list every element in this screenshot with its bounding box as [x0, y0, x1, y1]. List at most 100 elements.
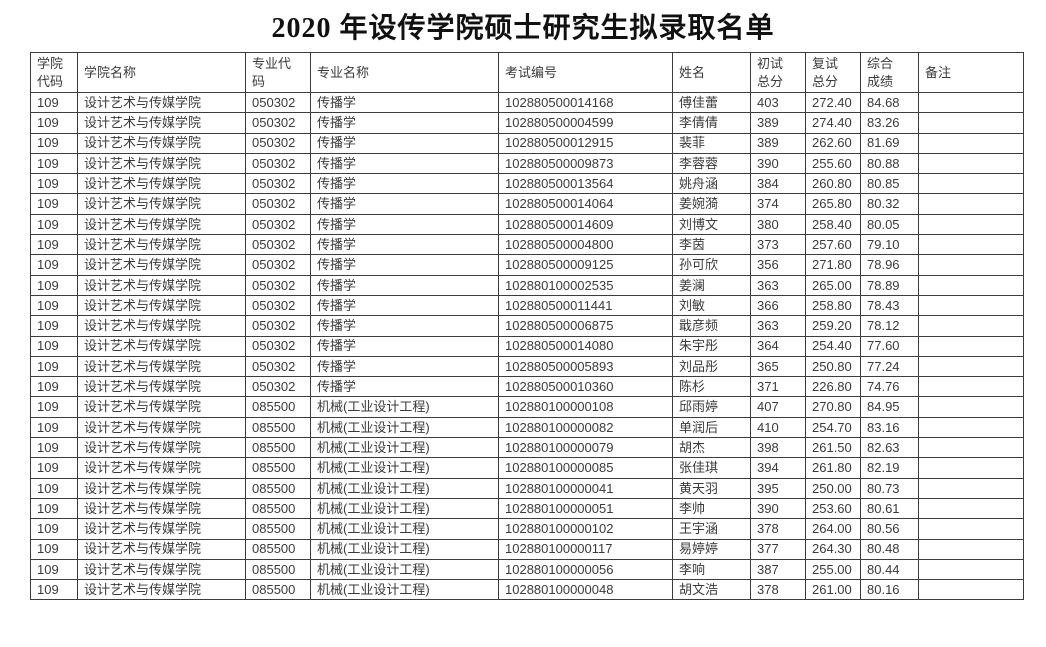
cell-major-code: 050302	[245, 294, 311, 317]
cell-exam-id: 102880500009873	[498, 152, 673, 175]
cell-initial-score: 389	[750, 112, 806, 134]
cell-major-code: 085500	[245, 437, 311, 459]
cell-college-code: 109	[30, 193, 78, 215]
cell-name: 戢彦频	[672, 315, 751, 337]
cell-major-code: 050302	[245, 152, 311, 175]
cell-name: 胡杰	[672, 437, 751, 459]
table-row: 109 设计艺术与传媒学院 085500 机械(工业设计工程) 102880100000…	[30, 497, 1024, 520]
cell-name: 刘敏	[672, 294, 751, 317]
cell-overall-score: 79.10	[860, 234, 919, 256]
cell-name: 刘品彤	[672, 355, 751, 378]
cell-major-name: 传播学	[310, 335, 499, 357]
cell-college-code: 109	[30, 416, 78, 439]
cell-college-name: 设计艺术与传媒学院	[77, 254, 246, 276]
cell-exam-id: 102880500006875	[498, 315, 673, 337]
cell-exam-id: 102880500014080	[498, 335, 673, 357]
cell-college-code: 109	[30, 477, 78, 499]
cell-name: 黄天羽	[672, 477, 751, 499]
cell-initial-score: 378	[750, 579, 806, 601]
cell-college-name: 设计艺术与传媒学院	[77, 193, 246, 215]
cell-exam-id: 102880100000102	[498, 518, 673, 540]
cell-college-name: 设计艺术与传媒学院	[77, 355, 246, 378]
cell-major-name: 传播学	[310, 376, 499, 398]
table-row: 109 设计艺术与传媒学院 050302 传播学 102880500014609 刘博文 3…	[30, 213, 1024, 236]
cell-overall-score: 83.16	[860, 416, 919, 439]
cell-overall-score: 84.68	[860, 91, 919, 114]
cell-major-name: 传播学	[310, 173, 499, 195]
cell-college-name: 设计艺术与传媒学院	[77, 416, 246, 439]
cell-initial-score: 384	[750, 173, 806, 195]
cell-name: 裴菲	[672, 132, 751, 154]
cell-retest-score: 257.60	[805, 234, 861, 256]
cell-retest-score: 260.80	[805, 173, 861, 195]
cell-exam-id: 102880100002535	[498, 274, 673, 296]
cell-overall-score: 78.96	[860, 254, 919, 276]
page-title: 2020 年设传学院硕士研究生拟录取名单	[271, 13, 775, 44]
cell-initial-score: 366	[750, 294, 806, 317]
cell-major-name: 传播学	[310, 274, 499, 296]
cell-major-code: 050302	[245, 315, 311, 337]
cell-exam-id: 102880100000108	[498, 396, 673, 418]
cell-name: 孙可欣	[672, 254, 751, 276]
cell-name: 单润后	[672, 416, 751, 439]
cell-initial-score: 363	[750, 274, 806, 296]
cell-college-name: 设计艺术与传媒学院	[77, 396, 246, 418]
cell-major-name: 传播学	[310, 91, 499, 114]
table-row: 109 设计艺术与传媒学院 050302 传播学 102880100002535 姜澜 36…	[30, 274, 1024, 296]
cell-exam-id: 102880500011441	[498, 294, 673, 317]
cell-college-name: 设计艺术与传媒学院	[77, 558, 246, 581]
table-row: 109 设计艺术与传媒学院 050302 传播学 102880500005893 刘品彤 3…	[30, 355, 1024, 378]
cell-remark	[918, 579, 1024, 601]
cell-college-code: 109	[30, 315, 78, 337]
cell-college-code: 109	[30, 497, 78, 520]
cell-exam-id: 102880500004599	[498, 112, 673, 134]
cell-college-code: 109	[30, 518, 78, 540]
header-remark: 备注	[918, 52, 1024, 93]
header-college-name: 学院名称	[77, 52, 246, 93]
cell-remark	[918, 193, 1024, 215]
cell-retest-score: 274.40	[805, 112, 861, 134]
cell-major-code: 050302	[245, 173, 311, 195]
header-exam-id: 考试编号	[498, 52, 673, 93]
cell-exam-id: 102880100000056	[498, 558, 673, 581]
cell-exam-id: 102880500014168	[498, 91, 673, 114]
cell-major-code: 085500	[245, 558, 311, 581]
cell-initial-score: 390	[750, 152, 806, 175]
cell-remark	[918, 112, 1024, 134]
cell-overall-score: 80.48	[860, 538, 919, 560]
cell-remark	[918, 91, 1024, 114]
cell-college-name: 设计艺术与传媒学院	[77, 91, 246, 114]
cell-retest-score: 250.00	[805, 477, 861, 499]
cell-college-code: 109	[30, 234, 78, 256]
cell-college-code: 109	[30, 437, 78, 459]
cell-name: 张佳琪	[672, 457, 751, 479]
table-row: 109 设计艺术与传媒学院 085500 机械(工业设计工程) 102880100000…	[30, 416, 1024, 439]
cell-major-name: 机械(工业设计工程)	[310, 416, 499, 439]
cell-major-name: 机械(工业设计工程)	[310, 558, 499, 581]
table-row: 109 设计艺术与传媒学院 085500 机械(工业设计工程) 102880100000…	[30, 579, 1024, 601]
cell-college-name: 设计艺术与传媒学院	[77, 538, 246, 560]
cell-remark	[918, 274, 1024, 296]
cell-exam-id: 102880500014609	[498, 213, 673, 236]
table-row: 109 设计艺术与传媒学院 085500 机械(工业设计工程) 102880100000…	[30, 477, 1024, 499]
header-overall-score: 综合 成绩	[860, 52, 919, 93]
cell-initial-score: 395	[750, 477, 806, 499]
cell-college-name: 设计艺术与传媒学院	[77, 315, 246, 337]
header-college-code: 学院 代码	[30, 52, 78, 93]
cell-remark	[918, 477, 1024, 499]
cell-initial-score: 387	[750, 558, 806, 581]
cell-major-code: 085500	[245, 497, 311, 520]
cell-remark	[918, 518, 1024, 540]
cell-major-code: 050302	[245, 335, 311, 357]
cell-college-code: 109	[30, 538, 78, 560]
cell-overall-score: 82.19	[860, 457, 919, 479]
cell-initial-score: 389	[750, 132, 806, 154]
cell-exam-id: 102880500010360	[498, 376, 673, 398]
cell-college-name: 设计艺术与传媒学院	[77, 112, 246, 134]
header-row: 学院 代码 学院名称 专业代 码 专业名称 考试编号 姓名 初试 总分 复试 总…	[30, 52, 1024, 93]
cell-college-name: 设计艺术与传媒学院	[77, 294, 246, 317]
table-row: 109 设计艺术与传媒学院 050302 传播学 102880500013564 姚舟涵 3…	[30, 173, 1024, 195]
cell-name: 刘博文	[672, 213, 751, 236]
cell-name: 易婷婷	[672, 538, 751, 560]
cell-college-name: 设计艺术与传媒学院	[77, 213, 246, 236]
